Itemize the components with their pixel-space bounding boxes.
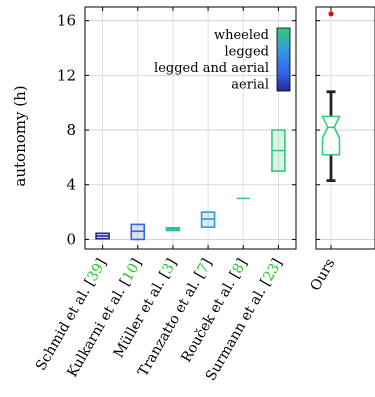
right-axes-frame: [315, 6, 375, 250]
ours-notched-box: [321, 115, 341, 156]
category-name: Surmann et al. [: [203, 276, 274, 384]
category-ref: 23: [260, 261, 283, 284]
category-ref: 39: [85, 261, 108, 284]
y-tick-label: 4: [66, 176, 76, 194]
category-label-ours: Ours: [307, 256, 338, 294]
y-tick-label: 8: [66, 121, 76, 139]
box-marks: [95, 11, 341, 241]
legend-entry-label: legged: [224, 45, 269, 60]
category-labels: Schmid et al. [39]Kulkarni et al. [10]Mü…: [33, 256, 339, 384]
y-axis-title: autonomy (h): [11, 85, 29, 186]
category-label: Müller et al. [3]: [111, 256, 181, 361]
y-tick-label: 12: [57, 66, 76, 84]
left-axes-frame: [84, 6, 297, 250]
outlier-point: [328, 11, 334, 17]
legend-entry-label: wheeled: [214, 28, 269, 43]
y-tick-label: 0: [66, 230, 76, 248]
y-tick-label: 16: [57, 12, 76, 30]
legend-entry-label: aerial: [231, 78, 269, 93]
axes: 0 4 8 12 16: [57, 6, 375, 250]
legend-entry-label: legged and aerial: [154, 61, 269, 76]
legend-colorbar: [276, 27, 291, 92]
category-ref: 10: [120, 261, 143, 284]
